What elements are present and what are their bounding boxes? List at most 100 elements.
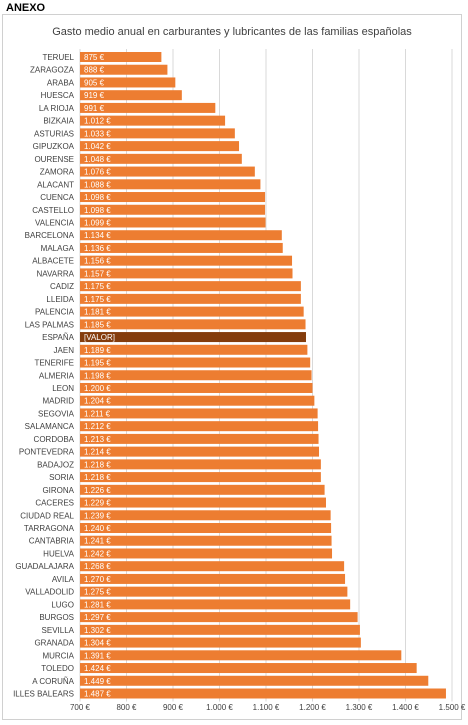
bar	[80, 446, 320, 457]
category-label: SEVILLA	[42, 626, 75, 635]
category-label: NAVARRA	[37, 269, 75, 278]
bar	[80, 77, 176, 88]
category-label: OURENSE	[34, 155, 74, 164]
data-label: 991 €	[84, 104, 105, 113]
data-label: 1.012 €	[84, 117, 111, 126]
data-label: 1.487 €	[84, 690, 111, 699]
category-label: ZAMORA	[40, 168, 75, 177]
bar	[80, 408, 318, 419]
data-label: 1.088 €	[84, 180, 111, 189]
data-label: 1.185 €	[84, 320, 111, 329]
chart-title: Gasto medio anual en carburantes y lubri…	[52, 26, 412, 38]
category-label: MADRID	[42, 397, 74, 406]
data-label: 1.302 €	[84, 626, 111, 635]
category-label: GIRONA	[42, 486, 74, 495]
data-label: 1.181 €	[84, 308, 111, 317]
category-labels: TERUEL ZARAGOZA ARABA HUESCA LA RIOJA BIZKAIA…	[13, 53, 75, 699]
data-label: 1.099 €	[84, 218, 111, 227]
data-label: 1.239 €	[84, 511, 111, 520]
bar	[80, 510, 331, 521]
data-label: 1.136 €	[84, 244, 111, 253]
data-label: 1.189 €	[84, 346, 111, 355]
bar	[80, 497, 326, 508]
bar	[80, 561, 345, 572]
category-label: GRANADA	[34, 639, 74, 648]
data-label: 1.275 €	[84, 588, 111, 597]
data-label: 1.200 €	[84, 384, 111, 393]
category-label: TOLEDO	[41, 664, 74, 673]
data-label: 1.304 €	[84, 639, 111, 648]
data-label: 919 €	[84, 91, 105, 100]
category-label: ZARAGOZA	[30, 66, 75, 75]
category-label: MALAGA	[41, 244, 75, 253]
bar	[80, 217, 266, 228]
data-label: 1.391 €	[84, 651, 111, 660]
category-label: CASTELLO	[32, 206, 74, 215]
category-label: HUESCA	[41, 91, 75, 100]
x-tick-label: 1.500 €	[439, 703, 466, 712]
bar	[80, 459, 321, 470]
category-label: SORIA	[49, 473, 75, 482]
category-label: PONTEVEDRA	[19, 448, 75, 457]
bar	[80, 370, 312, 381]
data-label: 1.033 €	[84, 129, 111, 138]
data-label: 1.242 €	[84, 549, 111, 558]
data-label: 1.218 €	[84, 473, 111, 482]
bar	[80, 637, 361, 648]
category-label: MURCIA	[42, 651, 74, 660]
category-label: HUELVA	[43, 549, 74, 558]
data-label: 1.098 €	[84, 193, 111, 202]
data-label: 1.156 €	[84, 257, 111, 266]
data-label: 1.226 €	[84, 486, 111, 495]
bar	[80, 102, 216, 113]
category-label: ALACANT	[37, 180, 74, 189]
bar	[80, 179, 261, 190]
bar	[80, 153, 242, 164]
data-label: 1.204 €	[84, 397, 111, 406]
category-label: A CORUÑA	[32, 677, 74, 686]
category-label: BURGOS	[39, 613, 74, 622]
category-label: BIZKAIA	[43, 117, 74, 126]
category-label: CUENCA	[40, 193, 74, 202]
category-label: LAS PALMAS	[25, 320, 74, 329]
chart-frame: Gasto medio anual en carburantes y lubri…	[2, 14, 462, 720]
data-label: 1.157 €	[84, 269, 111, 278]
x-tick-label: 1.100 €	[253, 703, 280, 712]
category-label: GUADALAJARA	[15, 562, 74, 571]
data-label: 905 €	[84, 78, 105, 87]
bar	[80, 255, 293, 266]
data-label: 1.213 €	[84, 435, 111, 444]
bar	[80, 612, 358, 623]
category-label: JAEN	[54, 346, 75, 355]
bar	[80, 141, 240, 152]
category-label: ALMERIA	[39, 371, 75, 380]
bar	[80, 688, 446, 699]
bar	[80, 268, 293, 279]
bar	[80, 204, 266, 215]
bar	[80, 523, 332, 534]
x-tick-label: 1.200 €	[299, 703, 326, 712]
data-label: 1.042 €	[84, 142, 111, 151]
category-label: LA RIOJA	[39, 104, 75, 113]
bar	[80, 535, 332, 546]
data-label: 1.211 €	[84, 409, 111, 418]
category-label: VALENCIA	[35, 218, 75, 227]
data-label: 1.218 €	[84, 460, 111, 469]
x-tick-label: 1.300 €	[346, 703, 373, 712]
category-label: CORDOBA	[34, 435, 75, 444]
data-label: 1.424 €	[84, 664, 111, 673]
x-tick-label: 800 €	[116, 703, 137, 712]
category-label: ALBACETE	[32, 257, 74, 266]
category-label: BADAJOZ	[37, 460, 74, 469]
bar	[80, 663, 417, 674]
bar	[80, 64, 168, 75]
category-label: ILLES BALEARS	[13, 690, 74, 699]
bar	[80, 548, 333, 559]
data-label: 1.076 €	[84, 168, 111, 177]
bar	[80, 650, 402, 661]
data-label: 875 €	[84, 53, 105, 62]
bar	[80, 52, 162, 62]
bar	[80, 357, 311, 368]
bar	[80, 472, 321, 483]
